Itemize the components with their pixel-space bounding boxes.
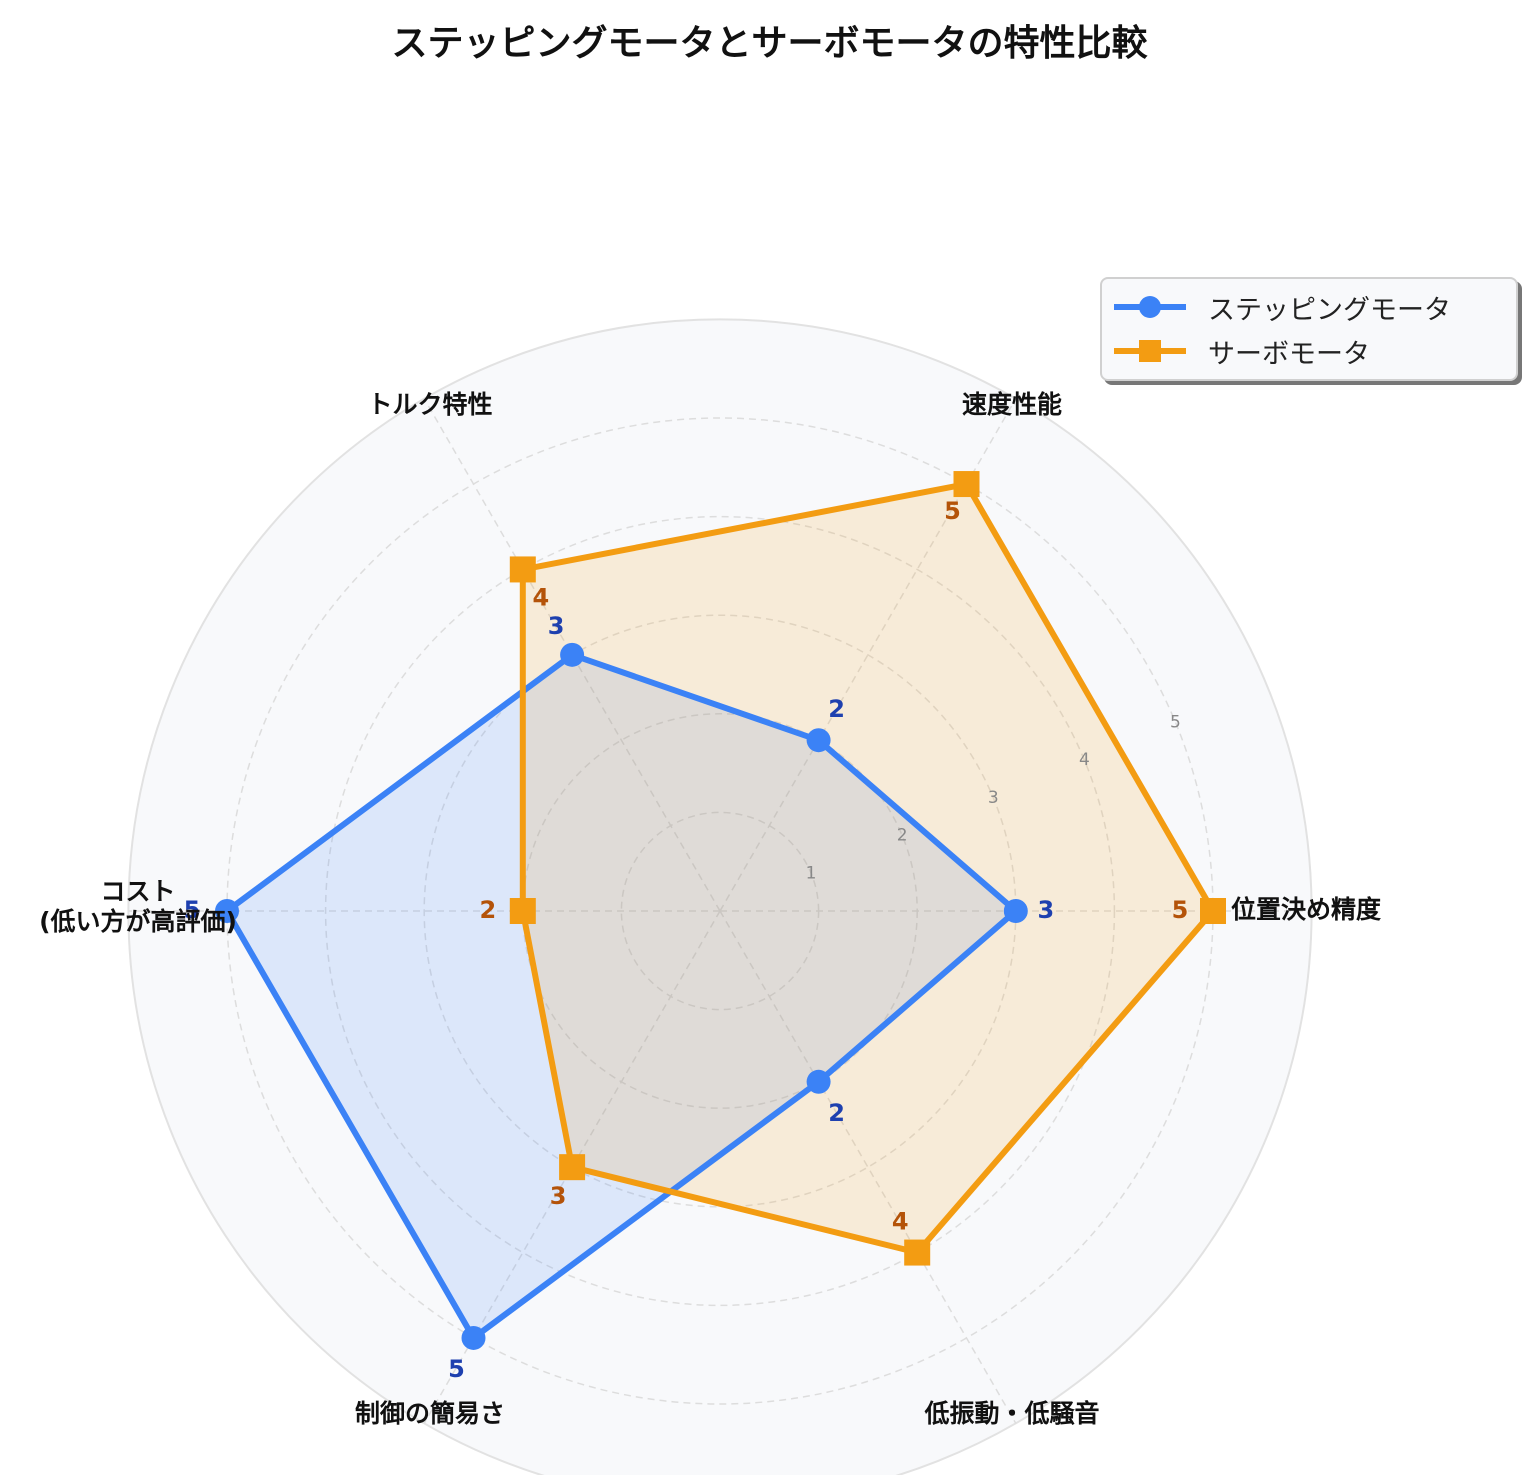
labels: 12345323552554234位置決め精度速度性能トルク特性コスト(低い方が… bbox=[39, 390, 1381, 1428]
data-value-label: 2 bbox=[828, 1099, 845, 1127]
grid bbox=[127, 318, 1313, 1475]
axis-category-label-line: (低い方が高評価) bbox=[39, 907, 237, 936]
data-point-marker bbox=[806, 1069, 831, 1094]
axis-category-label: トルク特性 bbox=[367, 390, 492, 419]
data-point-marker bbox=[560, 642, 585, 667]
axis-category-label: 低振動・低騒音 bbox=[923, 1399, 1099, 1428]
axis-category-label: 制御の簡易さ bbox=[355, 1399, 505, 1428]
series-markers bbox=[215, 471, 1226, 1350]
axis-category-label-line: 速度性能 bbox=[962, 390, 1062, 419]
series-area-0 bbox=[227, 654, 1016, 1338]
data-value-label: 4 bbox=[892, 1208, 909, 1236]
data-value-label: 3 bbox=[1037, 896, 1054, 924]
data-point-marker bbox=[904, 1239, 931, 1266]
axis-category-label-line: 位置決め精度 bbox=[1231, 895, 1381, 924]
axis-category-label: コスト(低い方が高評価) bbox=[39, 877, 237, 936]
axis-category-label-line: 制御の簡易さ bbox=[355, 1399, 505, 1428]
data-point-marker bbox=[215, 899, 239, 923]
data-point-marker bbox=[806, 728, 831, 753]
axis-category-label-line: 低振動・低騒音 bbox=[923, 1399, 1099, 1428]
legend-label-servo: サーボモータ bbox=[1208, 338, 1370, 370]
data-point-marker bbox=[1003, 899, 1028, 923]
data-value-label: 3 bbox=[548, 612, 565, 640]
data-value-label: 5 bbox=[448, 1355, 465, 1383]
grid-ring bbox=[324, 515, 1116, 1307]
radial-tick-label: 4 bbox=[1079, 750, 1090, 770]
radial-tick-label: 2 bbox=[897, 826, 908, 846]
radial-tick-label: 3 bbox=[988, 788, 999, 808]
radial-tick-label: 5 bbox=[1170, 712, 1181, 732]
axis-category-label: 位置決め精度 bbox=[1231, 895, 1381, 924]
data-value-label: 4 bbox=[532, 583, 549, 611]
data-point-marker bbox=[509, 898, 536, 924]
axis-category-label-line: トルク特性 bbox=[367, 390, 492, 419]
data-value-label: 5 bbox=[1172, 896, 1189, 924]
series-area-1 bbox=[522, 484, 1213, 1253]
data-value-label: 5 bbox=[184, 896, 201, 924]
grid-spoke bbox=[719, 910, 1017, 1424]
data-point-marker bbox=[559, 1154, 586, 1181]
data-point-marker bbox=[1200, 898, 1226, 924]
data-value-label: 2 bbox=[479, 896, 496, 924]
legend-item-stepping: ステッピングモータ bbox=[1114, 287, 1451, 327]
legend: ステッピングモータ サーボモータ bbox=[1100, 277, 1518, 381]
data-value-label: 3 bbox=[550, 1182, 567, 1210]
data-point-marker bbox=[509, 556, 536, 583]
legend-line-square-icon bbox=[1114, 340, 1186, 362]
data-value-label: 2 bbox=[828, 695, 845, 723]
data-value-label: 5 bbox=[944, 497, 961, 525]
legend-label-stepping: ステッピングモータ bbox=[1208, 294, 1451, 326]
data-point-marker bbox=[461, 1325, 486, 1350]
radial-tick-label: 1 bbox=[806, 863, 817, 883]
grid-spoke bbox=[423, 398, 721, 912]
axis-category-label-line: コスト bbox=[100, 877, 175, 906]
legend-item-servo: サーボモータ bbox=[1114, 331, 1370, 371]
axis-category-label: 速度性能 bbox=[962, 390, 1062, 419]
legend-line-circle-icon bbox=[1114, 296, 1186, 318]
chart-title: ステッピングモータとサーボモータの特性比較 bbox=[391, 23, 1148, 64]
data-point-marker bbox=[953, 471, 980, 498]
